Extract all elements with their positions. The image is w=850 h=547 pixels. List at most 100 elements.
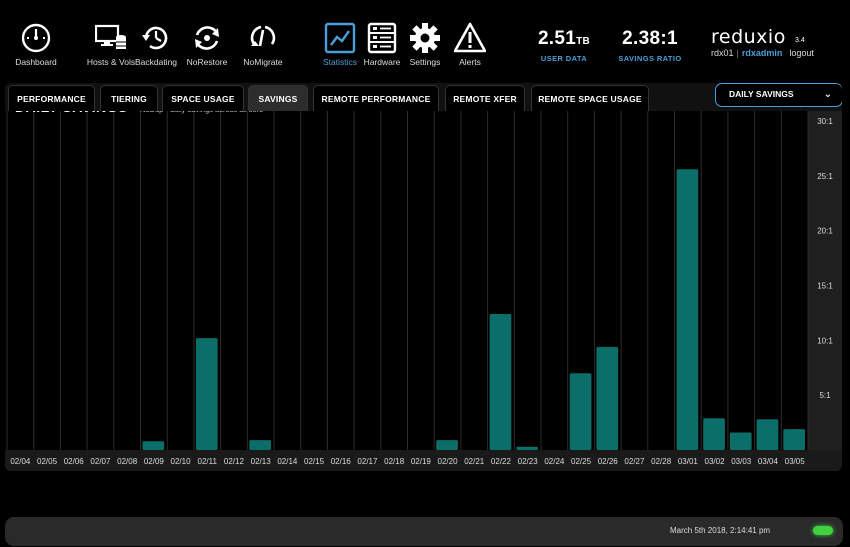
statistics-panel: PERFORMANCE TIERING SPACE USAGE SAVINGS REMO… bbox=[5, 83, 842, 471]
tab-remote-space-usage[interactable]: REMOTE SPACE USAGE bbox=[531, 85, 649, 111]
user-data-unit: TB bbox=[576, 36, 591, 47]
bar-03-03 bbox=[729, 432, 752, 450]
x-tick-label: 02/08 bbox=[117, 457, 138, 466]
nav-label: Dashboard bbox=[15, 57, 57, 67]
statistics-tabs: PERFORMANCE TIERING SPACE USAGE SAVINGS REMO… bbox=[5, 83, 842, 111]
bar-02-20 bbox=[436, 440, 458, 450]
user-data-value-row: 2.51TB bbox=[532, 28, 596, 50]
tab-savings[interactable]: SAVINGS bbox=[248, 85, 308, 111]
bar-02-13 bbox=[249, 440, 271, 450]
system-name: rdx01 bbox=[711, 48, 734, 58]
nav-norestore[interactable]: NoRestore bbox=[179, 22, 235, 67]
bar-02-23 bbox=[516, 446, 538, 450]
x-tick-label: 02/14 bbox=[277, 457, 298, 466]
daily-savings-chart: 02/04 02/05 02/06 02/07 02/08 02/09 02/10 02/11… bbox=[5, 111, 842, 471]
nav-nomigrate[interactable]: NoMigrate bbox=[235, 22, 291, 67]
tab-remote-xfer[interactable]: REMOTE XFER bbox=[445, 85, 525, 111]
x-tick-label: 02/25 bbox=[571, 457, 592, 466]
gear-icon bbox=[397, 22, 453, 54]
savings-ratio-value: 2.38:1 bbox=[622, 28, 678, 49]
bar-03-02 bbox=[703, 418, 725, 450]
nav-hardware[interactable]: Hardware bbox=[354, 22, 410, 67]
nav-label: Statistics bbox=[322, 57, 357, 67]
hardware-server-icon bbox=[354, 22, 410, 54]
user-separator: | bbox=[736, 48, 739, 58]
statistics-chart-icon bbox=[312, 22, 368, 54]
x-tick-label: 02/18 bbox=[384, 457, 405, 466]
x-tick-label: 02/12 bbox=[224, 457, 245, 466]
x-tick-label: 02/05 bbox=[37, 457, 58, 466]
backdating-icon bbox=[128, 22, 184, 54]
x-tick-label: 02/20 bbox=[438, 457, 459, 466]
tab-performance[interactable]: PERFORMANCE bbox=[8, 85, 95, 111]
nav-label: Hardware bbox=[363, 57, 401, 67]
user-info: rdx01 | rdxadmin logout bbox=[711, 48, 814, 58]
y-tick-label: 30:1 bbox=[817, 117, 833, 126]
chart-background bbox=[5, 111, 842, 471]
x-tick-label: 02/07 bbox=[90, 457, 111, 466]
brand-logo: reduxio bbox=[711, 26, 786, 48]
chart-title: DAILY SAVINGS bbox=[15, 111, 128, 115]
x-tick-label: 03/02 bbox=[705, 457, 726, 466]
x-tick-label: 02/26 bbox=[598, 457, 619, 466]
username: rdxadmin bbox=[741, 48, 783, 58]
x-tick-label: 02/16 bbox=[331, 457, 352, 466]
nav-settings[interactable]: Settings bbox=[397, 22, 453, 67]
tab-space-usage[interactable]: SPACE USAGE bbox=[162, 85, 244, 111]
x-tick-label: 03/01 bbox=[678, 457, 699, 466]
dropdown-selected-value: DAILY SAVINGS bbox=[729, 89, 794, 99]
y-tick-label: 5:1 bbox=[819, 391, 831, 400]
nav-alerts[interactable]: Alerts bbox=[442, 22, 498, 67]
bar-02-11 bbox=[195, 338, 218, 450]
savings-ratio-label: SAVINGS RATIO bbox=[618, 54, 682, 63]
bar-03-04 bbox=[756, 419, 779, 450]
bar-03-05 bbox=[783, 429, 805, 450]
norestore-icon bbox=[179, 22, 235, 54]
x-tick-label: 02/28 bbox=[651, 457, 672, 466]
chart-subtitle: NoDup - daily savings across all tiers bbox=[140, 111, 263, 114]
x-tick-label: 02/15 bbox=[304, 457, 325, 466]
nav-label: NoRestore bbox=[186, 57, 228, 67]
chevron-down-icon: ⌄ bbox=[823, 89, 832, 100]
x-tick-label: 02/17 bbox=[357, 457, 378, 466]
x-tick-label: 02/09 bbox=[144, 457, 165, 466]
system-status-indicator bbox=[813, 526, 833, 535]
y-tick-label: 25:1 bbox=[817, 172, 833, 181]
nav-label: Settings bbox=[409, 57, 441, 67]
x-tick-label: 02/22 bbox=[491, 457, 512, 466]
x-tick-label: 03/04 bbox=[758, 457, 779, 466]
hosts-volumes-icon bbox=[80, 22, 142, 54]
y-tick-label: 20:1 bbox=[817, 227, 833, 236]
x-tick-label: 02/19 bbox=[411, 457, 432, 466]
nav-statistics[interactable]: Statistics bbox=[312, 22, 368, 67]
x-tick-label: 03/03 bbox=[731, 457, 752, 466]
nav-hosts[interactable]: Hosts & Vols bbox=[80, 22, 142, 67]
bar-02-22 bbox=[489, 314, 512, 450]
bar-02-26 bbox=[596, 346, 619, 450]
bar-03-01 bbox=[676, 169, 699, 450]
gauge-icon bbox=[8, 22, 64, 54]
status-bar: March 5th 2018, 2:14:41 pm bbox=[5, 517, 843, 546]
tab-remote-performance[interactable]: REMOTE PERFORMANCE bbox=[313, 85, 439, 111]
version-label: 3.4 bbox=[795, 37, 805, 44]
logout-link[interactable]: logout bbox=[789, 48, 814, 58]
bar-02-09 bbox=[142, 441, 165, 450]
x-tick-label: 02/10 bbox=[171, 457, 192, 466]
warning-triangle-icon bbox=[442, 22, 498, 54]
x-tick-label: 02/06 bbox=[64, 457, 85, 466]
x-tick-label: 02/24 bbox=[544, 457, 565, 466]
chart-type-dropdown[interactable]: DAILY SAVINGS ⌄ bbox=[715, 83, 842, 107]
x-axis-band bbox=[5, 450, 842, 471]
status-timestamp: March 5th 2018, 2:14:41 pm bbox=[670, 526, 771, 535]
user-data-value: 2.51 bbox=[537, 28, 577, 49]
user-data-label: USER DATA bbox=[540, 54, 588, 63]
tab-tiering[interactable]: TIERING bbox=[100, 85, 158, 111]
nav-backdating[interactable]: Backdating bbox=[128, 22, 184, 67]
nomigrate-icon bbox=[235, 22, 291, 54]
x-tick-label: 02/23 bbox=[518, 457, 539, 466]
nav-label: Alerts bbox=[459, 57, 481, 67]
x-tick-label: 02/21 bbox=[464, 457, 485, 466]
y-tick-label: 10:1 bbox=[817, 336, 833, 345]
nav-dashboard[interactable]: Dashboard bbox=[8, 22, 64, 67]
nav-label: NoMigrate bbox=[243, 57, 283, 67]
